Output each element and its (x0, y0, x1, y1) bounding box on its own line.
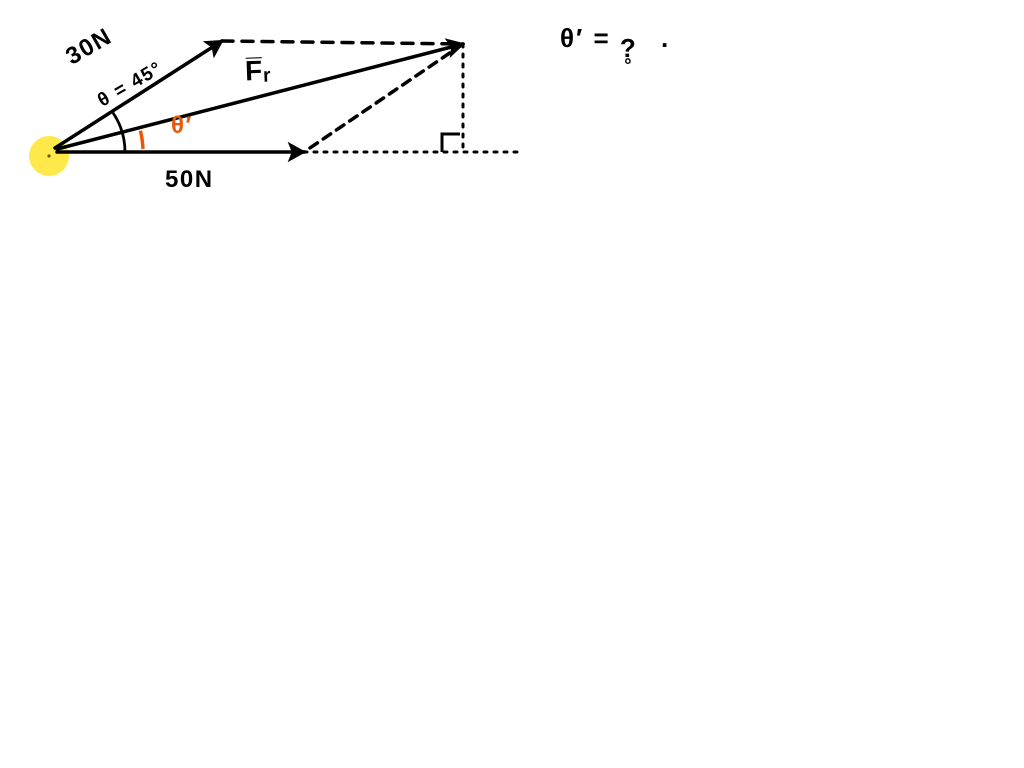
angle-theta-prime-arc (140, 131, 143, 149)
label-50n: 50N (165, 166, 214, 194)
right-angle-marker (442, 134, 460, 152)
parallelogram-right-edge (304, 44, 463, 152)
label-resultant: F̅ᵣ (244, 55, 272, 88)
parallelogram-top-edge (222, 41, 463, 44)
annotation-theta-prime-question: θ′ = ? ° . (560, 23, 670, 73)
vector-diagram-svg (0, 0, 1024, 768)
annotation-stack: ? ° (620, 39, 638, 72)
annotation-period: . (661, 23, 670, 53)
annotation-left: θ′ = (560, 23, 620, 53)
annotation-deg: ° (624, 59, 633, 73)
vector-diagram-container: 50N 30N F̅ᵣ θ = 45° θ′ θ′ = ? ° . (0, 0, 1024, 768)
label-theta-prime: θ′ (171, 112, 193, 140)
